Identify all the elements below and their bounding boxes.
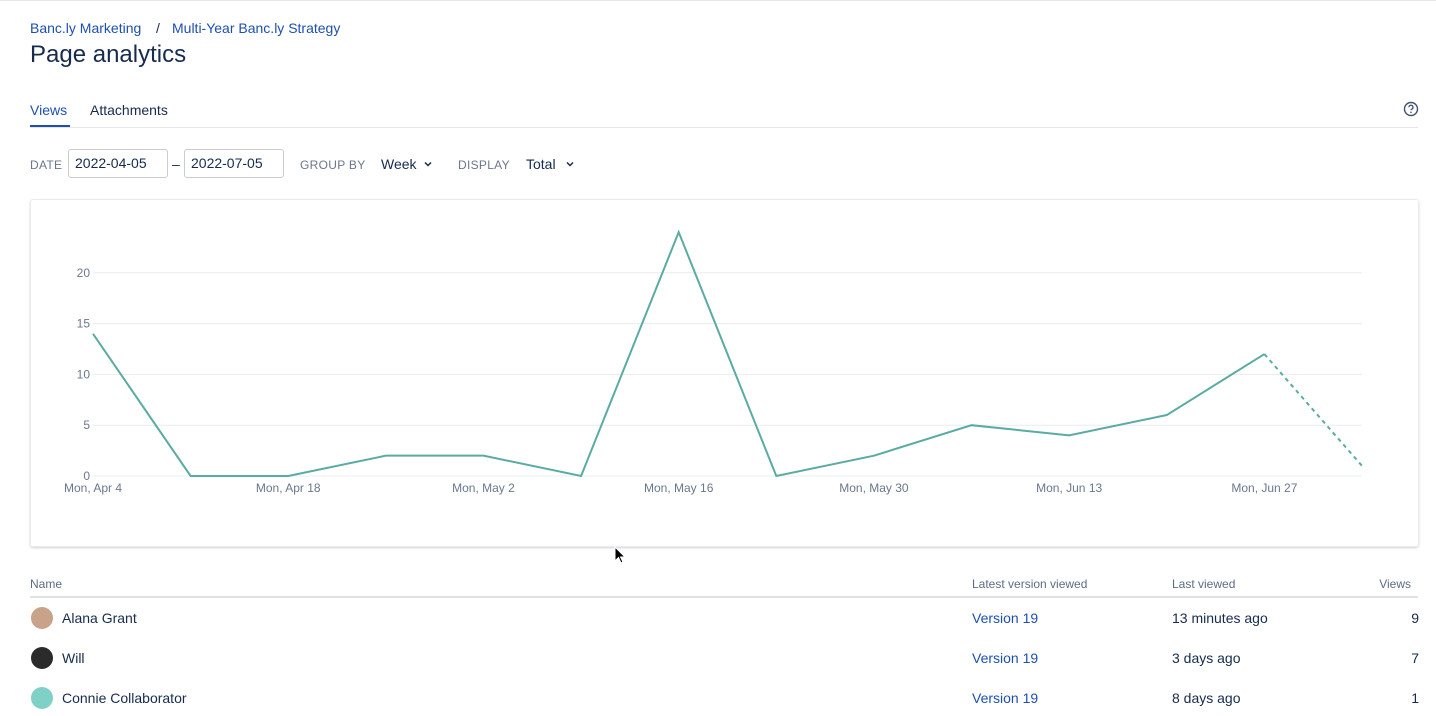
avatar [31, 687, 53, 709]
page-title: Page analytics [30, 41, 187, 68]
date-input[interactable]: 2022-07-05 [184, 149, 284, 178]
user-name: Connie Collaborator [62, 690, 187, 706]
version-link[interactable]: Version 19 [972, 690, 1039, 706]
x-tick-label: Mon, Apr 18 [256, 481, 321, 495]
chart-card [30, 199, 1419, 547]
filter-label: DATE [30, 158, 63, 172]
x-tick-label: Mon, Apr 4 [64, 481, 122, 495]
chevron [566, 161, 574, 167]
tab[interactable]: Views [30, 102, 68, 118]
view-count: 1 [1411, 690, 1419, 706]
last-viewed: 3 days ago [1172, 650, 1241, 666]
help-icon[interactable] [1403, 101, 1419, 117]
breadcrumb[interactable]: Multi-Year Banc.ly Strategy [172, 20, 341, 36]
table-header-divider [30, 596, 1418, 598]
x-tick-label: Mon, Jun 27 [1231, 481, 1297, 495]
user-name: Will [62, 650, 85, 666]
tab-divider [30, 127, 1418, 128]
filter-label: GROUP BY [300, 158, 366, 172]
avatar [31, 607, 53, 629]
y-tick-label: 0 [83, 469, 90, 483]
tab[interactable]: Attachments [90, 102, 168, 118]
last-viewed: 13 minutes ago [1172, 610, 1268, 626]
filter-label: DISPLAY [458, 158, 510, 172]
tab-indicator [30, 125, 70, 127]
group-by-dropdown[interactable]: Week [381, 156, 417, 172]
user-name: Alana Grant [62, 610, 137, 626]
x-tick-label: Mon, May 16 [644, 481, 714, 495]
y-tick-label: 10 [77, 367, 91, 381]
version-link[interactable]: Version 19 [972, 650, 1039, 666]
chart: 0 5 10 15 20 Mon, Apr 4 Mon, Apr 18 Mon, May 2 M… [64, 229, 1363, 495]
line-series-partial [1263, 353, 1363, 467]
breadcrumb-separator: / [156, 20, 160, 36]
column-header[interactable]: Last viewed [1172, 577, 1236, 591]
x-tick-label: Mon, Jun 13 [1036, 481, 1102, 495]
avatar [31, 647, 53, 669]
date-input[interactable]: 2022-04-05 [68, 149, 168, 178]
display-dropdown[interactable]: Total [526, 156, 556, 172]
chevron [424, 161, 432, 167]
y-tick-label: 5 [83, 418, 90, 432]
column-header[interactable]: Latest version viewed [972, 577, 1088, 591]
x-tick-label: Mon, May 2 [452, 481, 515, 495]
x-tick-label: Mon, May 30 [839, 481, 909, 495]
y-tick-label: 15 [77, 317, 91, 331]
view-count: 9 [1411, 610, 1419, 626]
breadcrumb[interactable]: Banc.ly Marketing [30, 20, 142, 36]
line-series [92, 229, 1265, 478]
y-tick-label: 20 [77, 266, 91, 280]
column-header: Name [30, 577, 63, 591]
view-count: 7 [1411, 650, 1419, 666]
last-viewed: 8 days ago [1172, 690, 1241, 706]
version-link[interactable]: Version 19 [972, 610, 1039, 626]
cursor [614, 546, 627, 564]
column-header: Views [1379, 577, 1411, 591]
date-separator: – [172, 156, 180, 172]
